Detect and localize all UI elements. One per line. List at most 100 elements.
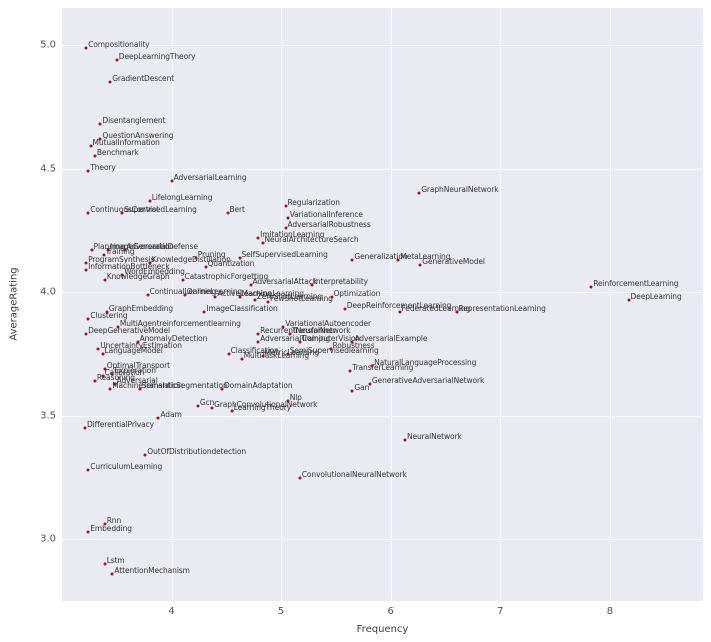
scatter-point (98, 122, 102, 126)
scatter-point (102, 253, 106, 257)
y-tick-label: 4.0 (40, 286, 56, 298)
y-gridline (62, 168, 703, 170)
scatter-point (96, 347, 100, 351)
scatter-point-label: DomainAdaptation (224, 380, 293, 390)
scatter-point (138, 387, 142, 390)
scatter-point (136, 340, 140, 344)
scatter-point (105, 310, 109, 314)
scatter-point-label: AdversarialRobustness (287, 219, 371, 229)
x-gridline (281, 8, 283, 601)
scatter-point-label: Compositionality (88, 39, 150, 49)
scatter-point-label: Training (105, 247, 135, 257)
scatter-point-label: Rnn (106, 516, 122, 526)
scatter-point (170, 179, 174, 183)
scatter-point-label: MetricLearning (264, 348, 320, 358)
y-tick-label: 3.5 (40, 410, 56, 422)
scatter-point-label: ComputerVision (301, 333, 361, 343)
scatter-point (120, 211, 124, 215)
scatter-point (288, 332, 292, 336)
scatter-point-label: MachineLearning (241, 289, 305, 299)
scatter-point (256, 332, 260, 336)
scatter-point (194, 256, 198, 260)
scatter-point (256, 340, 260, 344)
scatter-point (123, 248, 126, 252)
scatter-point (146, 293, 149, 297)
scatter-point-label: SupervisedLearning (124, 205, 197, 215)
scatter-point (298, 340, 302, 344)
scatter-point (86, 211, 90, 215)
scatter-point-label: AdversarialExample (354, 333, 428, 343)
scatter-point (370, 364, 374, 368)
scatter-point (204, 265, 207, 269)
scatter-point (196, 404, 200, 408)
scatter-point (249, 283, 252, 287)
scatter-point-label: MutualInformation (92, 138, 160, 148)
scatter-point-label: KnowledgeGraph (106, 271, 170, 281)
scatter-point (348, 369, 352, 373)
x-gridline (171, 8, 173, 601)
scatter-point-label: ReinforcementLearning (593, 279, 679, 289)
y-gridline (62, 415, 703, 417)
scatter-point-label: VariationalAutoencoder (285, 318, 372, 328)
x-gridline (609, 8, 611, 601)
scatter-point-label: Generalization (354, 252, 408, 261)
scatter-point (84, 268, 88, 272)
scatter-point-label: Quantization (207, 259, 255, 269)
scatter-point (238, 256, 241, 260)
scatter-point-label: UncertaintyEstimation (100, 341, 182, 350)
scatter-point-label: AdversarialAttack (252, 276, 318, 286)
scatter-point (284, 226, 287, 230)
scatter-point (83, 426, 87, 430)
scatter-point-label: MultiTaskLearning (243, 350, 310, 360)
scatter-point (110, 372, 114, 376)
scatter-point-label: LanguageModel (104, 345, 163, 355)
scatter-point-label: GenerativeModel (422, 257, 485, 266)
scatter-point-label: AdversarialDefense (126, 242, 198, 252)
scatter-point-label: AdversarialTraining (260, 333, 331, 343)
scatter-point (310, 283, 314, 287)
scatter-point (101, 374, 104, 378)
scatter-point-label: Embedding (90, 523, 132, 533)
scatter-point (350, 389, 354, 393)
y-tick-label: 4.5 (40, 163, 56, 175)
scatter-point-label: Lstm (106, 555, 125, 565)
scatter-point-label: VariationalInference (289, 210, 363, 219)
x-gridline (390, 8, 392, 601)
plot-area: Compositionality DeepLearningTheory Gradie… (62, 8, 703, 601)
scatter-point (156, 416, 160, 420)
scatter-point (396, 258, 400, 262)
scatter-point-label: CurriculumLearning (90, 462, 163, 471)
scatter-point (286, 216, 290, 220)
y-gridline (62, 45, 703, 47)
scatter-point (103, 278, 107, 282)
scatter-point-label: Benchmark (96, 148, 139, 158)
scatter-point (330, 295, 333, 299)
scatter-point-label: Exploration (114, 365, 156, 375)
scatter-point (84, 46, 88, 49)
scatter-point (350, 258, 354, 262)
scatter-point (143, 453, 147, 457)
scatter-point (227, 352, 231, 356)
scatter-point-label: ActiveLearning (217, 289, 272, 299)
scatter-point (403, 438, 407, 442)
scatter-point (455, 310, 458, 314)
scatter-point (281, 325, 285, 329)
scatter-point-label: Adversarial (116, 375, 158, 385)
x-tick-label: 8 (606, 606, 614, 617)
scatter-point-label: DeepGenerativeModel (88, 326, 171, 336)
scatter-point (261, 354, 264, 358)
scatter-point-label: FederatedLearning (401, 303, 471, 313)
scatter-point (90, 248, 94, 252)
scatter-point (86, 530, 90, 534)
scatter-point (266, 300, 270, 304)
scatter-point-label: GenerativeAdversarialNetwork (371, 375, 485, 385)
scatter-point (350, 340, 354, 344)
scatter-point-label: AnomalyDetection (139, 333, 208, 343)
scatter-point-label: DifferentialPrivacy (87, 420, 154, 429)
scatter-point-label: NeuralNetwork (407, 432, 462, 442)
scatter-point-label: AdversarialLearning (173, 173, 247, 182)
scatter-point (238, 295, 241, 299)
scatter-point-label: MultiAgentreinforcementlearning (119, 318, 241, 328)
scatter-point-label: DeepReinforcementLearning (346, 301, 452, 311)
scatter-point-label: NeuralArchitectureSearch (264, 234, 359, 244)
